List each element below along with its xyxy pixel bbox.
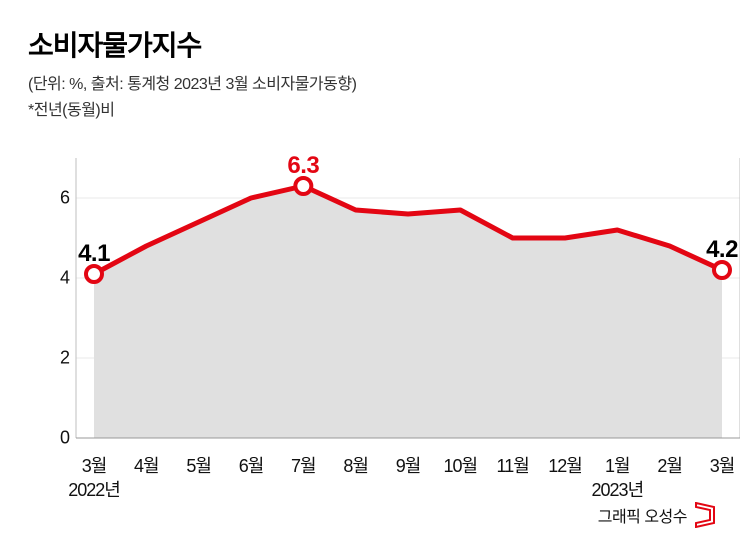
y-tick-label: 4 — [40, 268, 70, 289]
x-tick-label: 10월 — [444, 452, 478, 478]
x-tick-label: 7월 — [291, 452, 316, 478]
x-tick-label: 4월 — [134, 452, 159, 478]
x-axis-labels: 3월4월5월6월7월8월9월10월11월12월1월2월3월2022년2023년 — [28, 448, 717, 504]
year-label: 2022년 — [68, 476, 120, 502]
chart-title: 소비자물가지수 — [28, 24, 717, 64]
credit-line: 그래픽 오성수 — [598, 502, 717, 528]
x-tick-label: 3월 — [82, 452, 107, 478]
y-tick-label: 0 — [40, 428, 70, 449]
credit-text: 그래픽 오성수 — [598, 503, 687, 527]
chart-svg — [28, 158, 740, 448]
x-tick-label: 1월 — [605, 452, 630, 478]
publisher-logo-icon — [695, 502, 717, 528]
chart-area: 0246 4.16.34.2 — [28, 158, 717, 448]
x-tick-label: 12월 — [548, 452, 582, 478]
value-callout: 4.2 — [706, 236, 738, 264]
x-tick-label: 2월 — [657, 452, 682, 478]
x-tick-label: 3월 — [710, 452, 735, 478]
y-tick-label: 2 — [40, 348, 70, 369]
x-tick-label: 5월 — [186, 452, 211, 478]
chart-note: *전년(동월)비 — [28, 96, 717, 120]
chart-subtitle: (단위: %, 출처: 통계청 2023년 3월 소비자물가동향) — [28, 70, 717, 94]
value-callout: 6.3 — [287, 152, 319, 180]
x-tick-label: 9월 — [396, 452, 421, 478]
year-label: 2023년 — [592, 476, 644, 502]
y-tick-label: 6 — [40, 188, 70, 209]
x-tick-label: 11월 — [497, 452, 529, 478]
value-callout: 4.1 — [78, 240, 110, 268]
x-tick-label: 6월 — [239, 452, 264, 478]
x-tick-label: 8월 — [343, 452, 368, 478]
